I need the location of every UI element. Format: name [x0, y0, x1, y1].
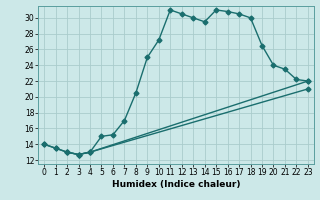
- X-axis label: Humidex (Indice chaleur): Humidex (Indice chaleur): [112, 180, 240, 189]
